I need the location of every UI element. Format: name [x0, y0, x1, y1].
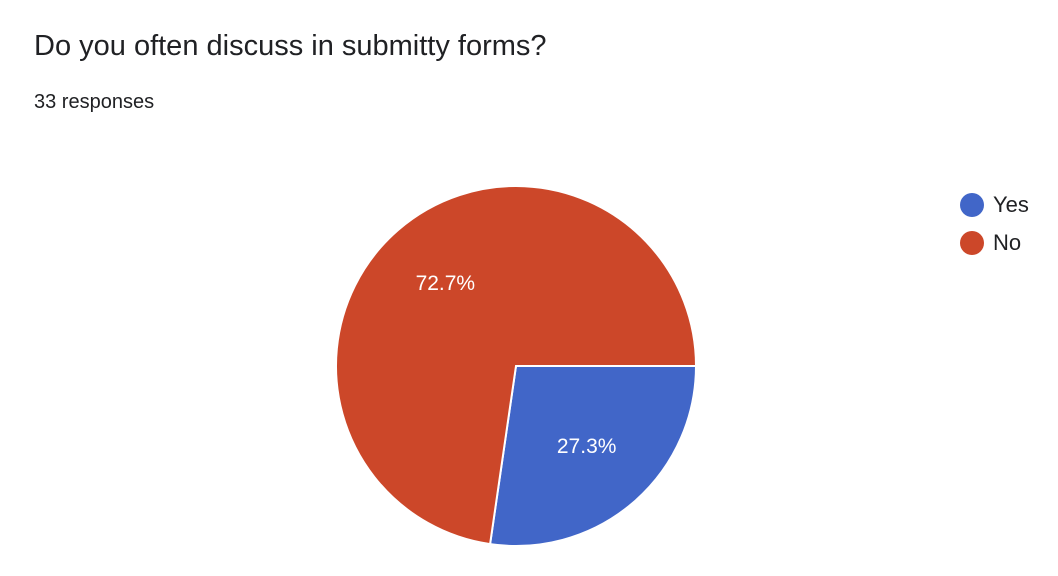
legend-label-no: No: [993, 230, 1022, 255]
chart-legend: Yes No: [960, 186, 1029, 262]
pie-slices: [335, 185, 698, 547]
pie-slice-labels: 27.3% 72.7%: [416, 272, 617, 458]
legend-item-no[interactable]: No: [960, 224, 1029, 262]
pie-slice-label-no: 72.7%: [416, 272, 476, 295]
pie-slice-no[interactable]: [335, 185, 698, 546]
pie-slice-label-yes: 27.3%: [557, 435, 617, 458]
legend-swatch-yes: [960, 193, 984, 217]
response-count: 33 responses: [34, 91, 155, 113]
pie-slice-yes[interactable]: [488, 365, 698, 547]
legend-item-yes[interactable]: Yes: [960, 186, 1029, 224]
legend-label-yes: Yes: [993, 192, 1029, 217]
question-title: Do you often discuss in submitty forms?: [34, 30, 547, 62]
legend-swatch-no: [960, 231, 984, 255]
